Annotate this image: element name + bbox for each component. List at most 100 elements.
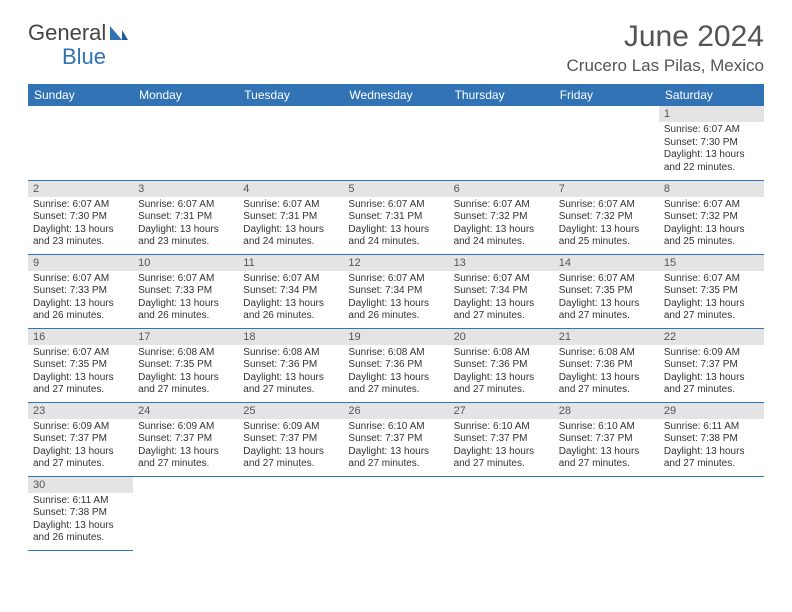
- calendar-cell: 1Sunrise: 6:07 AMSunset: 7:30 PMDaylight…: [659, 106, 764, 180]
- calendar-cell: [343, 106, 448, 180]
- day-details: Sunrise: 6:07 AMSunset: 7:34 PMDaylight:…: [343, 271, 448, 327]
- sunrise-text: Sunrise: 6:07 AM: [454, 199, 549, 212]
- calendar-cell: [343, 476, 448, 550]
- daylight-text: Daylight: 13 hours and 27 minutes.: [348, 372, 443, 397]
- sunset-text: Sunset: 7:34 PM: [454, 285, 549, 298]
- calendar-cell: 4Sunrise: 6:07 AMSunset: 7:31 PMDaylight…: [238, 180, 343, 254]
- sunrise-text: Sunrise: 6:07 AM: [33, 273, 128, 286]
- calendar-cell: 22Sunrise: 6:09 AMSunset: 7:37 PMDayligh…: [659, 328, 764, 402]
- header: General June 2024 Crucero Las Pilas, Mex…: [28, 20, 764, 76]
- sunset-text: Sunset: 7:37 PM: [243, 433, 338, 446]
- weekday-header: Tuesday: [238, 84, 343, 106]
- sunset-text: Sunset: 7:38 PM: [33, 507, 128, 520]
- sunrise-text: Sunrise: 6:07 AM: [243, 273, 338, 286]
- day-number: 1: [659, 106, 764, 122]
- day-details: Sunrise: 6:07 AMSunset: 7:31 PMDaylight:…: [133, 197, 238, 253]
- day-number: 30: [28, 477, 133, 493]
- daylight-text: Daylight: 13 hours and 27 minutes.: [454, 298, 549, 323]
- day-details: Sunrise: 6:11 AMSunset: 7:38 PMDaylight:…: [659, 419, 764, 475]
- sunrise-text: Sunrise: 6:07 AM: [348, 273, 443, 286]
- calendar-cell: 29Sunrise: 6:11 AMSunset: 7:38 PMDayligh…: [659, 402, 764, 476]
- day-number: 21: [554, 329, 659, 345]
- daylight-text: Daylight: 13 hours and 27 minutes.: [664, 446, 759, 471]
- sunset-text: Sunset: 7:36 PM: [454, 359, 549, 372]
- sunset-text: Sunset: 7:37 PM: [664, 359, 759, 372]
- day-details: Sunrise: 6:07 AMSunset: 7:31 PMDaylight:…: [343, 197, 448, 253]
- daylight-text: Daylight: 13 hours and 27 minutes.: [559, 372, 654, 397]
- sunset-text: Sunset: 7:33 PM: [33, 285, 128, 298]
- sunrise-text: Sunrise: 6:07 AM: [559, 273, 654, 286]
- weekday-header: Sunday: [28, 84, 133, 106]
- sunrise-text: Sunrise: 6:10 AM: [454, 421, 549, 434]
- daylight-text: Daylight: 13 hours and 24 minutes.: [348, 224, 443, 249]
- daylight-text: Daylight: 13 hours and 24 minutes.: [243, 224, 338, 249]
- daylight-text: Daylight: 13 hours and 27 minutes.: [664, 298, 759, 323]
- sunset-text: Sunset: 7:35 PM: [664, 285, 759, 298]
- day-number: 16: [28, 329, 133, 345]
- sunrise-text: Sunrise: 6:07 AM: [559, 199, 654, 212]
- calendar-cell: 15Sunrise: 6:07 AMSunset: 7:35 PMDayligh…: [659, 254, 764, 328]
- calendar-table: Sunday Monday Tuesday Wednesday Thursday…: [28, 84, 764, 551]
- day-number: 24: [133, 403, 238, 419]
- calendar-cell: 6Sunrise: 6:07 AMSunset: 7:32 PMDaylight…: [449, 180, 554, 254]
- sunrise-text: Sunrise: 6:07 AM: [664, 199, 759, 212]
- sunrise-text: Sunrise: 6:09 AM: [33, 421, 128, 434]
- daylight-text: Daylight: 13 hours and 27 minutes.: [243, 372, 338, 397]
- daylight-text: Daylight: 13 hours and 27 minutes.: [33, 446, 128, 471]
- daylight-text: Daylight: 13 hours and 25 minutes.: [664, 224, 759, 249]
- day-details: Sunrise: 6:07 AMSunset: 7:32 PMDaylight:…: [554, 197, 659, 253]
- day-number: 10: [133, 255, 238, 271]
- day-number: 4: [238, 181, 343, 197]
- daylight-text: Daylight: 13 hours and 22 minutes.: [664, 149, 759, 174]
- day-details: Sunrise: 6:07 AMSunset: 7:35 PMDaylight:…: [28, 345, 133, 401]
- day-details: Sunrise: 6:07 AMSunset: 7:34 PMDaylight:…: [449, 271, 554, 327]
- calendar-cell: 18Sunrise: 6:08 AMSunset: 7:36 PMDayligh…: [238, 328, 343, 402]
- day-number: 5: [343, 181, 448, 197]
- sunset-text: Sunset: 7:37 PM: [559, 433, 654, 446]
- sunrise-text: Sunrise: 6:07 AM: [454, 273, 549, 286]
- day-number: 23: [28, 403, 133, 419]
- weekday-header: Saturday: [659, 84, 764, 106]
- sunrise-text: Sunrise: 6:07 AM: [664, 273, 759, 286]
- sunrise-text: Sunrise: 6:08 AM: [348, 347, 443, 360]
- calendar-cell: 24Sunrise: 6:09 AMSunset: 7:37 PMDayligh…: [133, 402, 238, 476]
- sunrise-text: Sunrise: 6:10 AM: [348, 421, 443, 434]
- calendar-cell: 21Sunrise: 6:08 AMSunset: 7:36 PMDayligh…: [554, 328, 659, 402]
- daylight-text: Daylight: 13 hours and 25 minutes.: [559, 224, 654, 249]
- sunrise-text: Sunrise: 6:10 AM: [559, 421, 654, 434]
- sunset-text: Sunset: 7:37 PM: [348, 433, 443, 446]
- day-details: Sunrise: 6:09 AMSunset: 7:37 PMDaylight:…: [659, 345, 764, 401]
- daylight-text: Daylight: 13 hours and 27 minutes.: [138, 446, 233, 471]
- sunset-text: Sunset: 7:34 PM: [348, 285, 443, 298]
- sunset-text: Sunset: 7:38 PM: [664, 433, 759, 446]
- sunset-text: Sunset: 7:32 PM: [664, 211, 759, 224]
- day-number: 12: [343, 255, 448, 271]
- calendar-week-row: 2Sunrise: 6:07 AMSunset: 7:30 PMDaylight…: [28, 180, 764, 254]
- calendar-cell: 17Sunrise: 6:08 AMSunset: 7:35 PMDayligh…: [133, 328, 238, 402]
- calendar-cell: 10Sunrise: 6:07 AMSunset: 7:33 PMDayligh…: [133, 254, 238, 328]
- calendar-cell: 9Sunrise: 6:07 AMSunset: 7:33 PMDaylight…: [28, 254, 133, 328]
- daylight-text: Daylight: 13 hours and 27 minutes.: [454, 446, 549, 471]
- day-number: 19: [343, 329, 448, 345]
- calendar-week-row: 1Sunrise: 6:07 AMSunset: 7:30 PMDaylight…: [28, 106, 764, 180]
- sunset-text: Sunset: 7:35 PM: [559, 285, 654, 298]
- calendar-cell: 28Sunrise: 6:10 AMSunset: 7:37 PMDayligh…: [554, 402, 659, 476]
- day-details: Sunrise: 6:08 AMSunset: 7:36 PMDaylight:…: [343, 345, 448, 401]
- day-number: 2: [28, 181, 133, 197]
- day-number: 29: [659, 403, 764, 419]
- calendar-cell: 8Sunrise: 6:07 AMSunset: 7:32 PMDaylight…: [659, 180, 764, 254]
- day-details: Sunrise: 6:10 AMSunset: 7:37 PMDaylight:…: [554, 419, 659, 475]
- sunset-text: Sunset: 7:37 PM: [33, 433, 128, 446]
- daylight-text: Daylight: 13 hours and 26 minutes.: [348, 298, 443, 323]
- sunset-text: Sunset: 7:33 PM: [138, 285, 233, 298]
- calendar-cell: [554, 476, 659, 550]
- day-number: 3: [133, 181, 238, 197]
- day-number: 7: [554, 181, 659, 197]
- daylight-text: Daylight: 13 hours and 26 minutes.: [33, 298, 128, 323]
- sunset-text: Sunset: 7:36 PM: [348, 359, 443, 372]
- daylight-text: Daylight: 13 hours and 27 minutes.: [348, 446, 443, 471]
- sunrise-text: Sunrise: 6:07 AM: [33, 347, 128, 360]
- calendar-cell: [133, 476, 238, 550]
- logo: General: [28, 20, 130, 46]
- day-number: 18: [238, 329, 343, 345]
